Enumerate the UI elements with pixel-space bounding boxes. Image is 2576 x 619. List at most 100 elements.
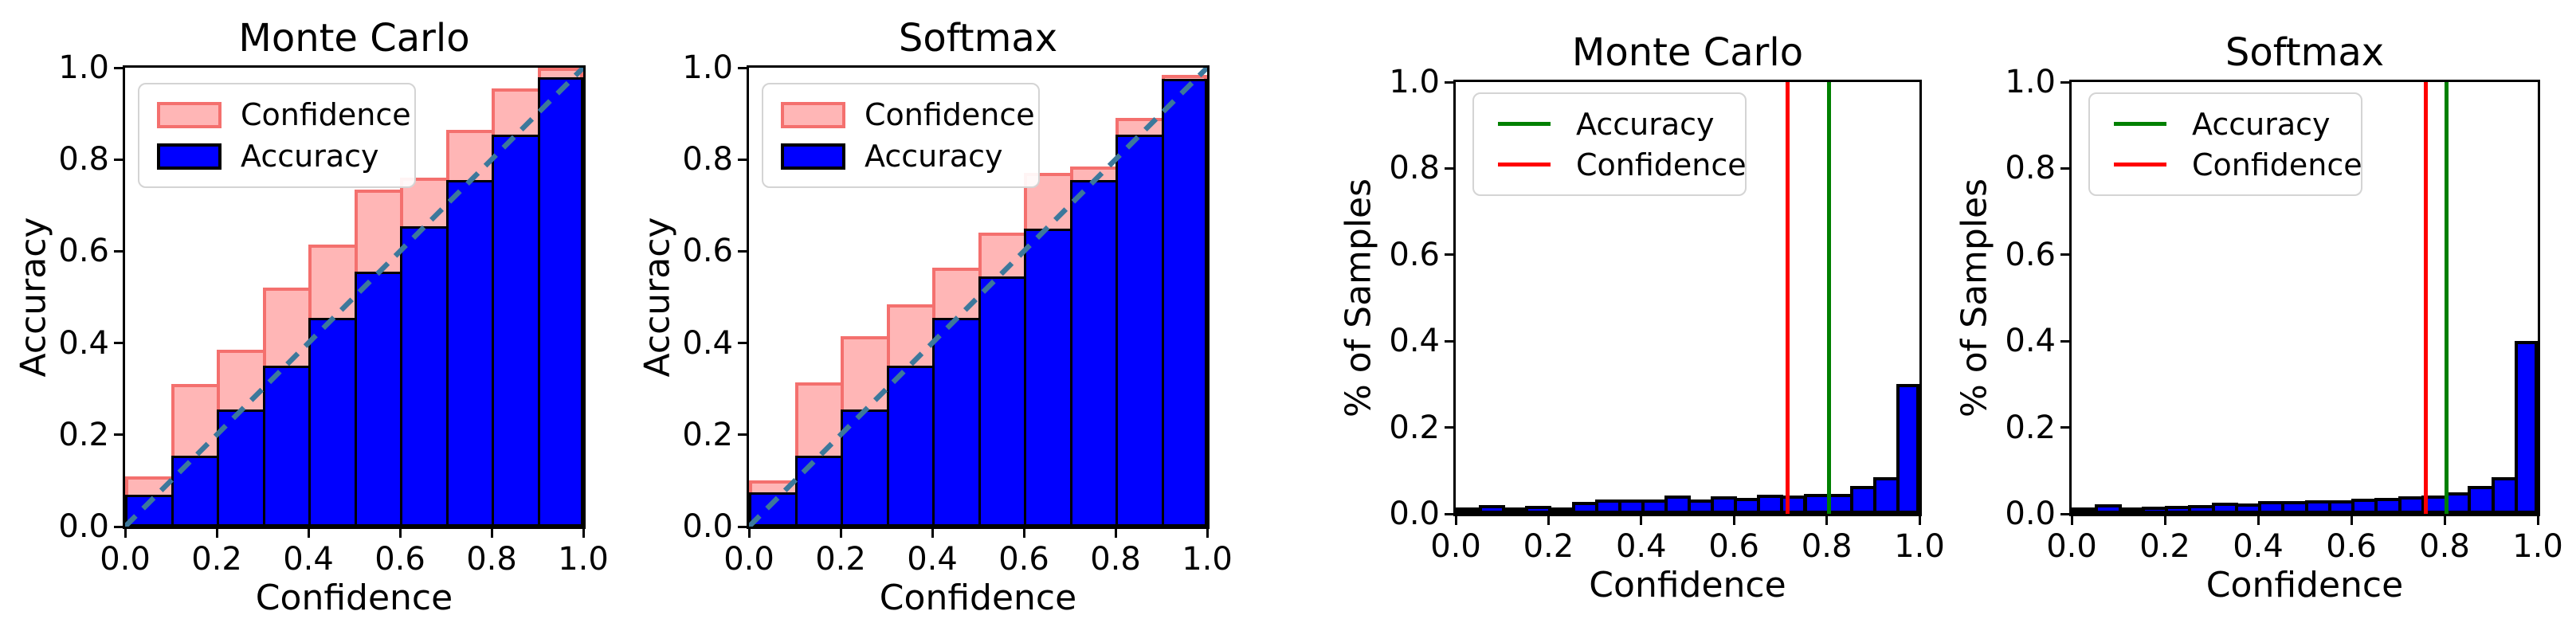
x-tick-2 xyxy=(307,529,310,538)
x-tick-0 xyxy=(1454,516,1457,525)
y-tick-label-0: 0.0 xyxy=(58,508,109,545)
x-tick-2 xyxy=(1640,516,1643,525)
softmax-histogram-bar--of-samples-2 xyxy=(2118,507,2145,514)
y-tick-label-1: 0.2 xyxy=(1389,409,1440,446)
softmax-histogram-bar--of-samples-3 xyxy=(2141,507,2168,514)
legend-item-accuracy: Accuracy xyxy=(157,135,397,177)
softmax-histogram-bar--of-samples-7 xyxy=(2234,503,2261,514)
y-tick-5 xyxy=(2060,80,2069,84)
x-tick-2 xyxy=(2256,516,2260,525)
monte-carlo-reliability-bar-accuracy-9 xyxy=(537,76,583,527)
y-tick-label-3: 0.6 xyxy=(1389,236,1440,273)
x-tick-4 xyxy=(1825,516,1829,525)
x-tick-1 xyxy=(839,529,842,538)
x-tick-5 xyxy=(582,529,585,538)
y-axis-label: % of Samples xyxy=(1338,178,1379,418)
legend-line-swatch-confidence xyxy=(1498,163,1551,167)
legend-item-accuracy: Accuracy xyxy=(2107,104,2343,144)
perfect-calibration-diagonal-line xyxy=(749,68,1207,527)
y-tick-2 xyxy=(1445,339,1453,343)
x-tick-1 xyxy=(215,529,218,538)
x-tick-1 xyxy=(1547,516,1550,525)
softmax-reliability-bar-accuracy-7 xyxy=(1069,180,1118,527)
y-tick-3 xyxy=(2060,253,2069,257)
softmax-histogram-bar--of-samples-6 xyxy=(2211,502,2238,514)
x-tick-label-1: 0.2 xyxy=(1523,528,1574,565)
vline-accuracy xyxy=(1827,82,1831,514)
y-tick-label-2: 0.4 xyxy=(682,324,733,362)
softmax-histogram-bar--of-samples-11 xyxy=(2327,500,2354,514)
x-tick-0 xyxy=(124,529,127,538)
x-axis-label: Confidence xyxy=(2205,565,2404,605)
legend-label: Accuracy xyxy=(241,139,379,174)
legend-patch-swatch-confidence xyxy=(781,101,845,128)
y-tick-0 xyxy=(1445,512,1453,515)
monte-carlo-reliability-bar-accuracy-7 xyxy=(445,180,494,527)
x-tick-4 xyxy=(490,529,493,538)
y-tick-1 xyxy=(2060,426,2069,429)
legend-label: Accuracy xyxy=(865,139,1003,174)
y-tick-label-1: 0.2 xyxy=(2005,409,2056,446)
y-tick-label-1: 0.2 xyxy=(58,416,109,453)
legend-label: Confidence xyxy=(2192,147,2362,182)
y-tick-2 xyxy=(114,342,123,345)
chart-title-monte-carlo-histogram: Monte Carlo xyxy=(1571,30,1804,75)
softmax-histogram-bar--of-samples-10 xyxy=(2304,500,2331,514)
monte-carlo-histogram-bar--of-samples-15 xyxy=(1803,493,1830,514)
x-tick-label-3: 0.6 xyxy=(374,541,425,578)
y-tick-3 xyxy=(738,249,747,253)
vline-accuracy xyxy=(2445,82,2449,514)
y-tick-3 xyxy=(114,249,123,253)
softmax-histogram-bar--of-samples-5 xyxy=(2188,505,2215,514)
y-tick-label-3: 0.6 xyxy=(58,233,109,270)
legend-item-confidence: Confidence xyxy=(1492,144,1747,185)
y-tick-label-0: 0.0 xyxy=(2005,496,2056,532)
legend-label: Accuracy xyxy=(1576,106,1715,142)
softmax-histogram-bar--of-samples-1 xyxy=(2095,504,2122,514)
y-tick-1 xyxy=(114,433,123,437)
y-tick-3 xyxy=(1445,253,1453,257)
softmax-reliability-bar-accuracy-6 xyxy=(1024,228,1072,527)
x-tick-3 xyxy=(398,529,402,538)
softmax-histogram-bar--of-samples-4 xyxy=(2165,506,2192,514)
x-tick-4 xyxy=(1114,529,1117,538)
y-axis-label: Accuracy xyxy=(13,217,54,378)
softmax-reliability-bar-accuracy-8 xyxy=(1115,134,1164,527)
y-axis-label: % of Samples xyxy=(1954,178,1995,418)
x-tick-label-4: 0.8 xyxy=(2419,528,2470,565)
softmax-histogram-bar--of-samples-14 xyxy=(2398,496,2425,514)
y-tick-4 xyxy=(1445,167,1453,170)
legend-line-swatch-confidence xyxy=(2114,163,2166,167)
softmax-histogram-bar--of-samples-8 xyxy=(2258,500,2285,514)
x-tick-label-0: 0.0 xyxy=(723,541,774,578)
softmax-histogram-bar--of-samples-13 xyxy=(2374,497,2402,514)
y-tick-5 xyxy=(114,66,123,69)
legend-label: Confidence xyxy=(865,97,1035,132)
x-tick-label-2: 0.4 xyxy=(283,541,334,578)
legend-monte-carlo-histogram: Accuracy Confidence xyxy=(1472,92,1747,196)
x-tick-label-2: 0.4 xyxy=(1615,528,1667,565)
x-tick-label-1: 0.2 xyxy=(191,541,242,578)
chart-title-softmax-histogram: Softmax xyxy=(2225,30,2385,75)
x-tick-5 xyxy=(1918,516,1921,525)
axes-softmax-reliability xyxy=(747,65,1210,529)
y-tick-label-0: 0.0 xyxy=(1389,496,1440,532)
legend-softmax-reliability: Confidence Accuracy xyxy=(762,83,1040,188)
legend-item-confidence: Confidence xyxy=(157,94,411,135)
x-tick-5 xyxy=(2536,516,2539,525)
y-tick-5 xyxy=(738,66,747,69)
y-tick-label-4: 0.8 xyxy=(682,141,733,178)
softmax-reliability-bar-accuracy-9 xyxy=(1161,79,1207,527)
y-tick-label-3: 0.6 xyxy=(2005,236,2056,273)
x-axis-label: Confidence xyxy=(879,578,1077,618)
softmax-histogram-bar--of-samples-0 xyxy=(2072,507,2099,514)
legend-label: Accuracy xyxy=(2192,106,2331,142)
softmax-histogram-bar--of-samples-17 xyxy=(2468,485,2495,514)
y-tick-1 xyxy=(738,433,747,437)
y-tick-label-5: 1.0 xyxy=(58,49,109,86)
legend-patch-swatch-accuracy xyxy=(781,143,845,170)
x-tick-3 xyxy=(2350,516,2353,525)
x-tick-label-1: 0.2 xyxy=(2139,528,2190,565)
x-tick-0 xyxy=(2070,516,2073,525)
